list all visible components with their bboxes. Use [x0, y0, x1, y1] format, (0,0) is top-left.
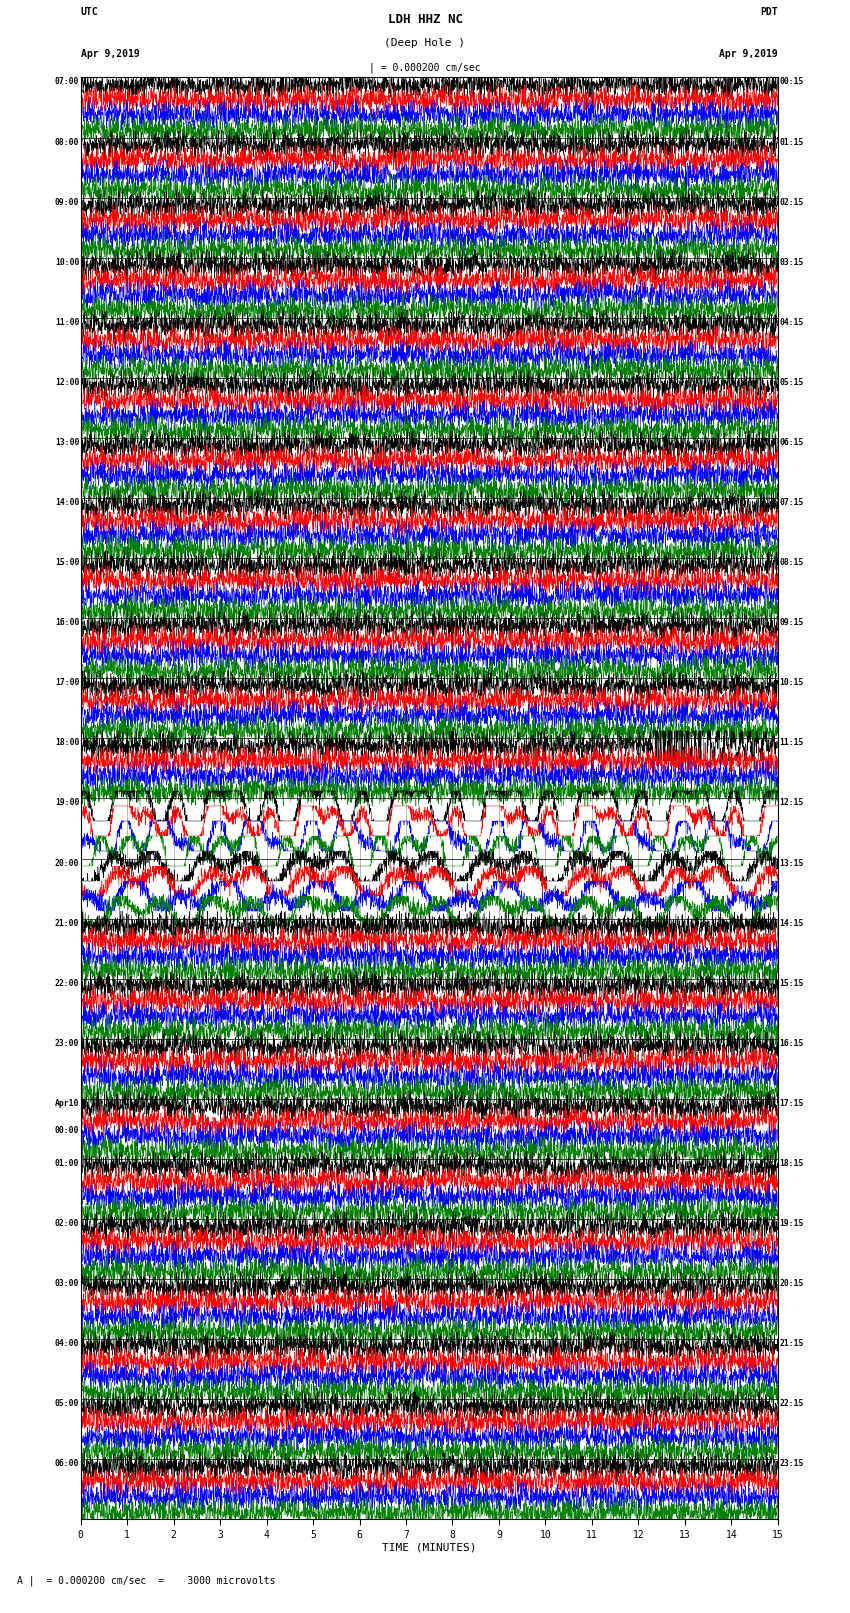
Text: 13:15: 13:15	[779, 858, 803, 868]
Text: Apr 9,2019: Apr 9,2019	[719, 50, 778, 60]
Text: 21:00: 21:00	[55, 919, 79, 927]
Text: 10:15: 10:15	[779, 679, 803, 687]
Text: 04:00: 04:00	[55, 1339, 79, 1348]
Text: 04:15: 04:15	[779, 318, 803, 327]
Text: 07:15: 07:15	[779, 498, 803, 506]
Text: UTC: UTC	[81, 6, 99, 16]
Text: 17:00: 17:00	[55, 679, 79, 687]
Text: 06:15: 06:15	[779, 437, 803, 447]
Text: Apr 9,2019: Apr 9,2019	[81, 50, 139, 60]
Text: PDT: PDT	[760, 6, 778, 16]
Text: 11:00: 11:00	[55, 318, 79, 327]
X-axis label: TIME (MINUTES): TIME (MINUTES)	[382, 1542, 477, 1553]
Text: 18:15: 18:15	[779, 1158, 803, 1168]
Text: 12:00: 12:00	[55, 377, 79, 387]
Text: 13:00: 13:00	[55, 437, 79, 447]
Text: 14:15: 14:15	[779, 919, 803, 927]
Text: 23:15: 23:15	[779, 1460, 803, 1468]
Text: 23:00: 23:00	[55, 1039, 79, 1048]
Text: | = 0.000200 cm/sec: | = 0.000200 cm/sec	[369, 63, 481, 73]
Text: 16:00: 16:00	[55, 618, 79, 627]
Text: 22:00: 22:00	[55, 979, 79, 987]
Text: (Deep Hole ): (Deep Hole )	[384, 37, 466, 47]
Text: 16:15: 16:15	[779, 1039, 803, 1048]
Text: Apr10: Apr10	[55, 1098, 79, 1108]
Text: 03:15: 03:15	[779, 258, 803, 266]
Text: 09:00: 09:00	[55, 198, 79, 206]
Text: 06:00: 06:00	[55, 1460, 79, 1468]
Text: 00:15: 00:15	[779, 77, 803, 87]
Text: 03:00: 03:00	[55, 1279, 79, 1289]
Text: 08:15: 08:15	[779, 558, 803, 568]
Text: 05:00: 05:00	[55, 1400, 79, 1408]
Text: 00:00: 00:00	[55, 1126, 79, 1136]
Text: 19:00: 19:00	[55, 798, 79, 808]
Text: 02:00: 02:00	[55, 1219, 79, 1227]
Text: 08:00: 08:00	[55, 137, 79, 147]
Text: 01:00: 01:00	[55, 1158, 79, 1168]
Text: 20:00: 20:00	[55, 858, 79, 868]
Text: 07:00: 07:00	[55, 77, 79, 87]
Text: 15:00: 15:00	[55, 558, 79, 568]
Text: A |  = 0.000200 cm/sec  =    3000 microvolts: A | = 0.000200 cm/sec = 3000 microvolts	[17, 1574, 275, 1586]
Text: 21:15: 21:15	[779, 1339, 803, 1348]
Text: LDH HHZ NC: LDH HHZ NC	[388, 13, 462, 26]
Text: 05:15: 05:15	[779, 377, 803, 387]
Text: 14:00: 14:00	[55, 498, 79, 506]
Text: 01:15: 01:15	[779, 137, 803, 147]
Text: 12:15: 12:15	[779, 798, 803, 808]
Text: 17:15: 17:15	[779, 1098, 803, 1108]
Text: 15:15: 15:15	[779, 979, 803, 987]
Text: 10:00: 10:00	[55, 258, 79, 266]
Text: 22:15: 22:15	[779, 1400, 803, 1408]
Text: 20:15: 20:15	[779, 1279, 803, 1289]
Text: 18:00: 18:00	[55, 739, 79, 747]
Text: 11:15: 11:15	[779, 739, 803, 747]
Text: 02:15: 02:15	[779, 198, 803, 206]
Text: 09:15: 09:15	[779, 618, 803, 627]
Text: 19:15: 19:15	[779, 1219, 803, 1227]
